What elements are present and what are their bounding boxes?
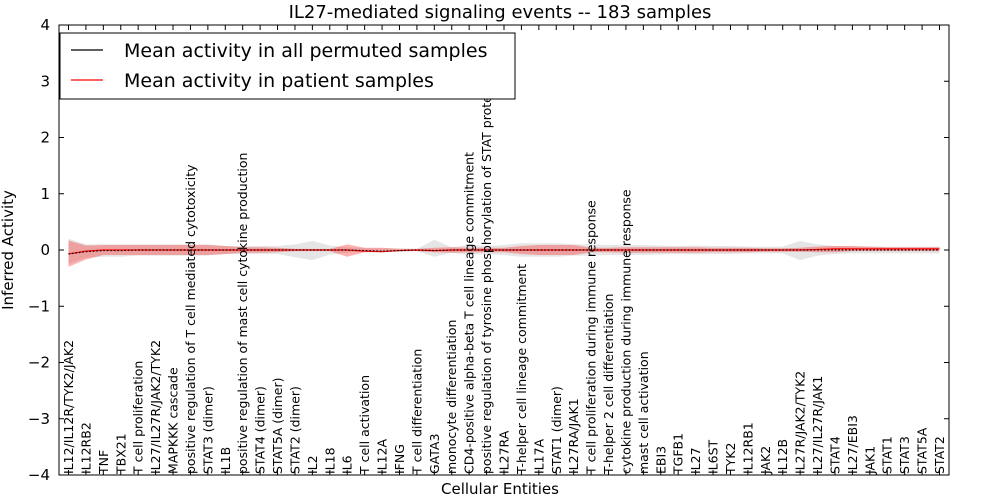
category-label: positive regulation of T cell mediated c…	[183, 164, 198, 474]
category-label: positive regulation of tyrosine phosphor…	[479, 84, 494, 474]
y-tick-label: −3	[28, 410, 50, 428]
category-label: mast cell activation	[636, 351, 651, 474]
category-label: T cell differentiation	[409, 349, 424, 475]
category-label: STAT1 (dimer)	[549, 386, 564, 474]
line-patient	[68, 248, 940, 255]
y-tick-label: 1	[40, 185, 50, 203]
category-label: EBI3	[653, 446, 668, 474]
category-label: IL18	[322, 447, 337, 474]
category-label: monocyte differentiation	[444, 320, 459, 474]
y-tick-label: 3	[40, 72, 50, 90]
category-label: IFNG	[392, 444, 407, 474]
y-axis-label: Inferred Activity	[0, 190, 17, 310]
category-label: MAPKKK cascade	[166, 367, 181, 474]
category-label: CD4-positive alpha-beta T cell lineage c…	[462, 152, 477, 474]
category-labels: IL12/IL12R/TYK2/JAK2 IL12RB2 TNF TBX21 T cel…	[61, 25, 947, 475]
category-label: IL27R/JAK2/TYK2	[793, 371, 808, 474]
category-label: IL27RA/JAK1	[566, 398, 581, 474]
legend-box	[59, 32, 516, 100]
category-label: STAT2	[932, 436, 947, 474]
category-label: TBX21	[113, 433, 128, 475]
x-axis-label: Cellular Entities	[441, 480, 559, 498]
y-tick-label: −2	[28, 354, 50, 372]
y-tick-label: 0	[40, 241, 50, 259]
chart-title: IL27-mediated signaling events -- 183 sa…	[289, 2, 712, 23]
category-label: T-helper cell lineage commitment	[514, 264, 529, 475]
series-lines	[68, 248, 940, 255]
category-label: STAT3	[897, 436, 912, 474]
category-label: STAT5A	[915, 427, 930, 474]
category-label: IL12/IL12R/TYK2/JAK2	[61, 340, 76, 474]
band-permuted	[68, 238, 940, 265]
category-label: T cell proliferation during immune respo…	[584, 200, 599, 475]
category-label: GATA3	[427, 434, 442, 474]
category-label: STAT2 (dimer)	[287, 386, 302, 474]
category-label: IL17A	[531, 438, 546, 474]
category-label: IL12A	[375, 438, 390, 474]
category-label: STAT3 (dimer)	[200, 386, 215, 474]
category-label: positive regulation of mast cell cytokin…	[235, 153, 250, 474]
legend: Mean activity in all permuted samples Me…	[59, 32, 516, 100]
category-label: T cell activation	[357, 375, 372, 475]
category-label: JAK2	[758, 446, 773, 475]
category-label: TNF	[96, 450, 111, 475]
category-label: IL2	[305, 455, 320, 474]
category-label: IL12B	[775, 439, 790, 474]
legend-label-permuted: Mean activity in all permuted samples	[124, 40, 487, 62]
confidence-bands	[68, 238, 940, 267]
category-label: IL27	[688, 447, 703, 474]
category-label: STAT5A (dimer)	[270, 378, 285, 474]
category-label: IL6	[340, 455, 355, 474]
category-label: IL12RB1	[740, 422, 755, 474]
category-label: JAK1	[862, 446, 877, 475]
y-axis-ticks: −4 −3 −2 −1 0 1 2 3 4	[28, 16, 949, 484]
category-label: IL27/IL27R/JAK1	[810, 376, 825, 474]
category-label: IL27/EBI3	[845, 415, 860, 474]
y-tick-label: 2	[40, 129, 50, 147]
category-label: IL1B	[218, 447, 233, 474]
category-label: T cell proliferation	[131, 361, 146, 475]
category-label: STAT1	[880, 436, 895, 474]
category-label: IL27RA	[497, 430, 512, 474]
y-tick-label: −1	[28, 297, 50, 315]
category-label: IL12RB2	[78, 422, 93, 474]
category-label: TGFB1	[671, 433, 686, 475]
y-tick-label: −4	[28, 466, 50, 484]
category-label: STAT4	[827, 436, 842, 474]
category-label: STAT4 (dimer)	[253, 386, 268, 474]
y-tick-label: 4	[40, 16, 50, 34]
category-label: T-helper 2 cell differentiation	[601, 294, 616, 475]
category-label: IL6ST	[706, 439, 721, 474]
category-label: TYK2	[723, 443, 738, 475]
plot-frame	[58, 24, 950, 476]
category-label: cytokine production during immune respon…	[618, 189, 633, 474]
legend-label-patient: Mean activity in patient samples	[124, 70, 434, 92]
category-label: IL27/IL27R/JAK2/TYK2	[148, 340, 163, 474]
